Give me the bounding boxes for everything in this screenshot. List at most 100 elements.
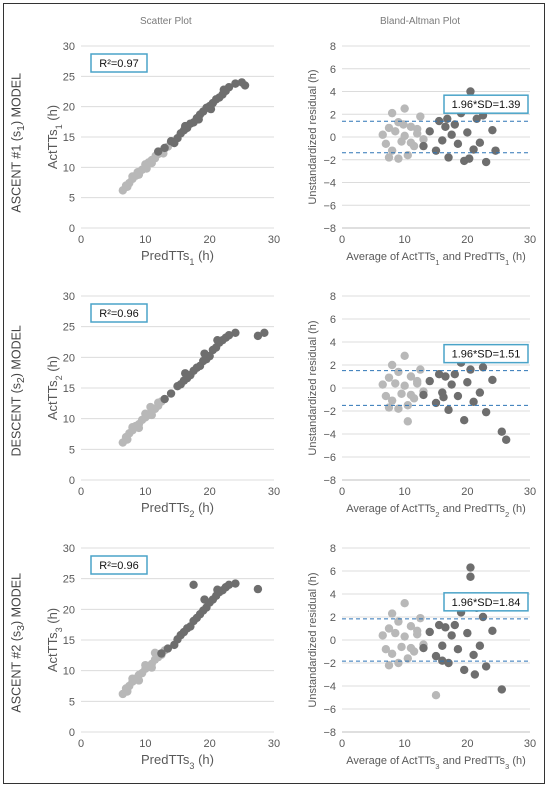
data-point [170, 138, 179, 148]
data-point [463, 378, 472, 387]
data-point [384, 153, 394, 162]
y-tick-label: −6 [323, 704, 336, 716]
data-point [447, 130, 456, 139]
y-tick-label: 25 [63, 71, 75, 83]
data-point [447, 380, 456, 389]
data-point [400, 131, 409, 141]
data-point [403, 654, 412, 663]
data-point [147, 410, 156, 420]
y-tick-label: 20 [63, 352, 75, 364]
data-point [400, 599, 409, 608]
x-tick-label: 30 [524, 234, 536, 246]
x-axis-label: PredTTs2 (h) [141, 500, 214, 519]
data-point [394, 617, 403, 626]
y-tick-label: 15 [63, 635, 75, 647]
data-point [400, 104, 409, 113]
data-point [413, 626, 422, 635]
data-point [213, 335, 222, 345]
y-tick-label: −2 [323, 406, 336, 418]
x-tick-label: 10 [139, 234, 151, 246]
y-tick-label: 0 [69, 475, 75, 487]
data-point [466, 365, 475, 374]
data-point [481, 662, 491, 671]
data-point [123, 435, 132, 444]
y-tick-label: 2 [330, 109, 336, 121]
figure-frame: Scatter Plot Bland-Altman Plot ASCENT #1… [3, 3, 545, 784]
y-tick-label: −8 [323, 727, 336, 739]
data-point [394, 658, 403, 668]
data-point [431, 146, 441, 155]
x-axis-label: Average of ActTTs1 and PredTTs1 (h) [346, 251, 526, 267]
data-point [475, 138, 485, 147]
data-point [399, 120, 408, 129]
data-point [403, 417, 412, 426]
data-point [443, 114, 452, 124]
x-tick-label: 30 [268, 234, 280, 246]
chart-scatter-3: 0 5 10 15 20 25 30 0 10 20 30 R²=0.96 PredTTs3 (h) Ac… [45, 543, 280, 771]
data-point [416, 112, 425, 121]
data-point [128, 423, 137, 432]
chart-ba-2: −8 −6 −4 −2 0 2 4 6 8 0 10 20 30 1.96*SD=1.51 Average … [307, 291, 536, 519]
annotation-text: 1.96*SD=1.51 [452, 349, 521, 361]
data-point [134, 676, 144, 685]
x-tick-label: 20 [461, 738, 473, 750]
data-point [381, 645, 391, 654]
data-point [133, 167, 142, 177]
data-point [463, 128, 472, 137]
data-point [260, 328, 269, 337]
annotation-box [443, 94, 529, 114]
x-tick-label: 10 [139, 738, 151, 750]
data-point [406, 390, 416, 400]
data-point [463, 628, 472, 638]
data-point [394, 154, 403, 163]
data-point [394, 404, 403, 413]
data-point [384, 661, 394, 670]
data-point [189, 580, 198, 589]
y-axis-label: ActTTs3 (h) [45, 608, 64, 672]
data-point [501, 435, 511, 444]
data-point [219, 85, 229, 94]
annotation-box [90, 555, 148, 575]
data-point [394, 367, 403, 377]
y-tick-label: 30 [63, 41, 75, 53]
annotation-text: R²=0.96 [99, 560, 138, 572]
y-axis-label: Unstandardized residual (h) [307, 69, 319, 204]
data-point [419, 643, 428, 653]
data-point [441, 372, 450, 381]
data-point [475, 388, 485, 397]
y-tick-label: 0 [69, 727, 75, 739]
data-point [128, 674, 137, 683]
x-tick-label: 10 [399, 234, 411, 246]
data-point [475, 641, 485, 650]
x-tick-label: 0 [78, 486, 84, 498]
y-tick-label: −4 [323, 681, 336, 693]
data-point [469, 145, 478, 154]
annotation-box [90, 303, 148, 323]
data-point [154, 147, 163, 156]
data-point [431, 691, 441, 700]
data-point [460, 665, 469, 675]
y-tick-label: −8 [323, 223, 336, 235]
bland-altman-column-title: Bland-Altman Plot [380, 16, 461, 27]
annotation-box [90, 53, 148, 73]
y-tick-label: 20 [63, 102, 75, 114]
y-tick-label: 0 [330, 132, 336, 144]
data-point [416, 613, 425, 623]
chart-ba-1: −8 −6 −4 −2 0 2 4 6 8 0 10 20 30 1.96*SD=1.39 Average … [307, 41, 536, 267]
data-point [384, 624, 394, 633]
x-tick-label: 30 [524, 486, 536, 498]
data-point [142, 164, 151, 173]
data-point [465, 154, 474, 163]
data-point [444, 405, 453, 415]
y-tick-label: −4 [323, 429, 336, 441]
data-point [160, 394, 169, 404]
data-point [387, 360, 397, 370]
y-tick-label: 10 [63, 162, 75, 174]
data-point [384, 373, 394, 382]
y-tick-label: −8 [323, 475, 336, 487]
x-tick-label: 30 [268, 486, 280, 498]
y-tick-label: 30 [63, 291, 75, 303]
x-axis-label: Average of ActTTs2 and PredTTs2 (h) [346, 503, 526, 519]
y-tick-label: −2 [323, 155, 336, 167]
